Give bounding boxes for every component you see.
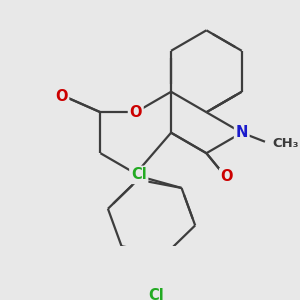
Text: CH₃: CH₃	[272, 137, 299, 150]
Text: N: N	[236, 125, 248, 140]
Text: O: O	[55, 89, 68, 104]
Text: Cl: Cl	[131, 167, 147, 182]
Text: O: O	[130, 105, 142, 120]
Text: O: O	[220, 169, 233, 184]
Text: Cl: Cl	[148, 288, 164, 300]
